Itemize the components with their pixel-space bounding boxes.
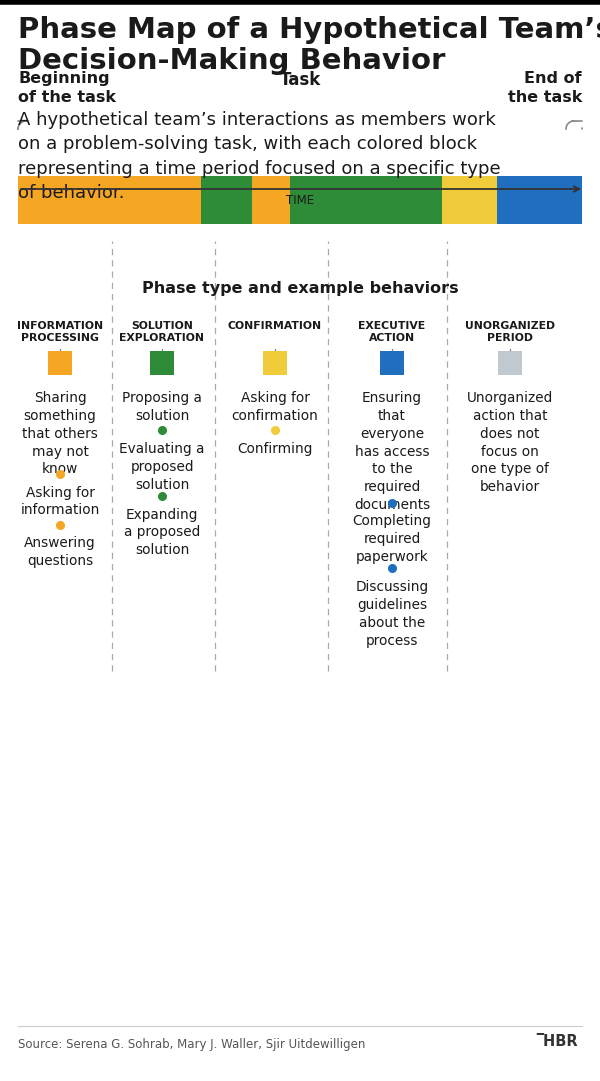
Text: Asking for
information: Asking for information bbox=[20, 485, 100, 518]
Bar bbox=[442, 176, 497, 224]
Bar bbox=[150, 351, 174, 375]
Text: Discussing
guidelines
about the
process: Discussing guidelines about the process bbox=[355, 580, 428, 648]
Text: Proposing a
solution: Proposing a solution bbox=[122, 391, 202, 423]
Bar bbox=[380, 351, 404, 375]
Text: Task: Task bbox=[280, 71, 320, 89]
Text: Unorganized
action that
does not
focus on
one type of
behavior: Unorganized action that does not focus o… bbox=[467, 391, 553, 494]
Bar bbox=[290, 176, 442, 224]
Text: Confirming: Confirming bbox=[238, 442, 313, 456]
Text: Source: Serena G. Sohrab, Mary J. Waller, Sjir Uitdewilligen: Source: Serena G. Sohrab, Mary J. Waller… bbox=[18, 1038, 365, 1051]
Text: TIME: TIME bbox=[286, 193, 314, 206]
Text: Phase type and example behaviors: Phase type and example behaviors bbox=[142, 281, 458, 296]
Text: CONFIRMATION: CONFIRMATION bbox=[228, 321, 322, 331]
Text: Expanding
a proposed
solution: Expanding a proposed solution bbox=[124, 507, 200, 557]
Text: UNORGANIZED
PERIOD: UNORGANIZED PERIOD bbox=[465, 321, 555, 343]
Text: Answering
questions: Answering questions bbox=[24, 536, 96, 569]
Bar bbox=[202, 176, 252, 224]
Bar bbox=[497, 176, 582, 224]
Bar bbox=[18, 176, 202, 224]
Bar bbox=[48, 351, 72, 375]
Bar bbox=[498, 351, 522, 375]
Bar bbox=[263, 351, 287, 375]
Text: Completing
required
paperwork: Completing required paperwork bbox=[353, 515, 431, 564]
Text: Sharing
something
that others
may not
know: Sharing something that others may not kn… bbox=[22, 391, 98, 477]
Text: ̅HBR: ̅HBR bbox=[544, 1035, 578, 1049]
Bar bbox=[252, 176, 290, 224]
Text: A hypothetical team’s interactions as members work
on a problem-solving task, wi: A hypothetical team’s interactions as me… bbox=[18, 111, 500, 202]
Text: Ensuring
that
everyone
has access
to the
required
documents: Ensuring that everyone has access to the… bbox=[354, 391, 430, 512]
Text: INFORMATION
PROCESSING: INFORMATION PROCESSING bbox=[17, 321, 103, 343]
Text: Asking for
confirmation: Asking for confirmation bbox=[232, 391, 319, 423]
Text: EXECUTIVE
ACTION: EXECUTIVE ACTION bbox=[358, 321, 425, 343]
Text: Beginning
of the task: Beginning of the task bbox=[18, 71, 116, 105]
Text: Phase Map of a Hypothetical Team’s
Decision-Making Behavior: Phase Map of a Hypothetical Team’s Decis… bbox=[18, 16, 600, 76]
Text: SOLUTION
EXPLORATION: SOLUTION EXPLORATION bbox=[119, 321, 205, 343]
Text: Evaluating a
proposed
solution: Evaluating a proposed solution bbox=[119, 442, 205, 492]
Text: End of
the task: End of the task bbox=[508, 71, 582, 105]
